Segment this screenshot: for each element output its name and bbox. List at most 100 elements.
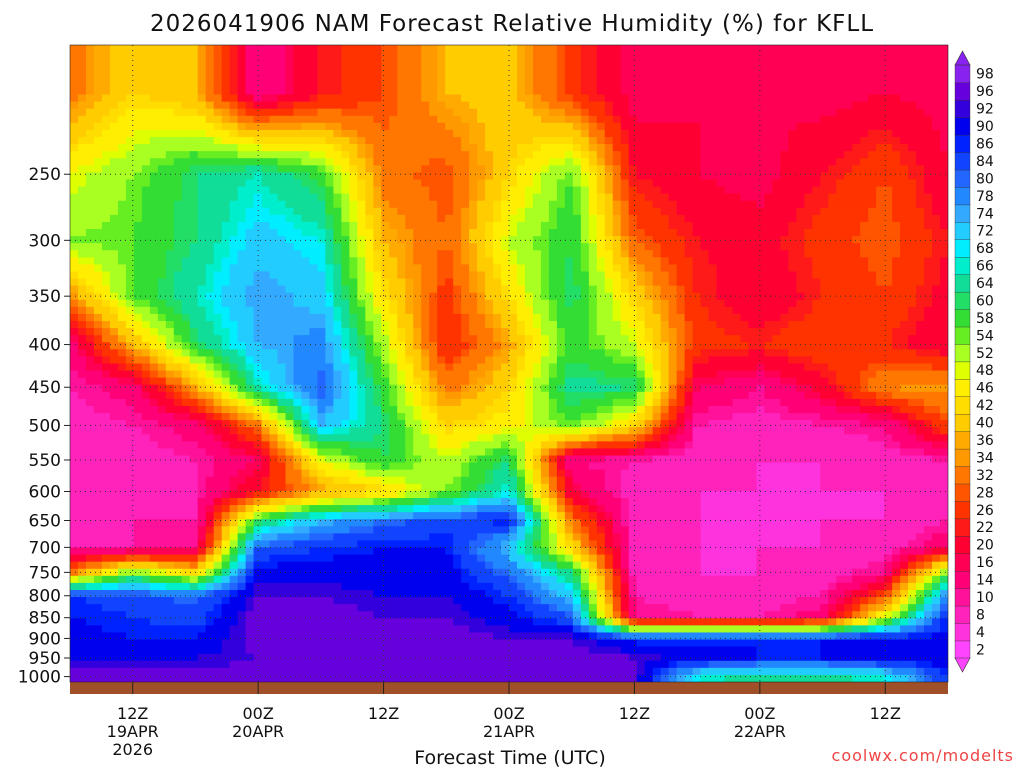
- heatmap-cell: [572, 321, 582, 329]
- heatmap-cell: [109, 236, 119, 244]
- heatmap-cell: [317, 342, 327, 350]
- heatmap-cell: [221, 264, 231, 273]
- heatmap-cell: [85, 264, 95, 273]
- heatmap-cell: [780, 349, 789, 358]
- heatmap-cell: [788, 250, 797, 258]
- heatmap-cell: [141, 236, 151, 244]
- heatmap-cell: [285, 151, 295, 159]
- heatmap-cell: [261, 137, 271, 145]
- heatmap-cell: [860, 137, 869, 145]
- heatmap-cell: [125, 172, 135, 181]
- heatmap-cell: [924, 151, 933, 159]
- heatmap-cell: [668, 243, 678, 251]
- heatmap-cell: [189, 59, 199, 67]
- heatmap-cell: [429, 236, 438, 244]
- heatmap-cell: [117, 243, 127, 251]
- heatmap-cell: [676, 158, 686, 166]
- heatmap-cell: [445, 108, 454, 117]
- heatmap-cell: [604, 349, 614, 358]
- heatmap-cell: [924, 264, 933, 273]
- heatmap-cell: [509, 115, 518, 124]
- heatmap-cell: [165, 250, 175, 258]
- heatmap-cell: [405, 363, 414, 372]
- heatmap-cell: [724, 115, 734, 124]
- heatmap-cell: [756, 165, 766, 173]
- heatmap-cell: [245, 292, 255, 301]
- heatmap-cell: [716, 87, 726, 96]
- heatmap-cell: [876, 278, 885, 287]
- heatmap-cell: [293, 137, 303, 145]
- heatmap-cell: [389, 165, 398, 173]
- heatmap-cell: [668, 101, 678, 110]
- heatmap-cell: [780, 59, 789, 67]
- heatmap-cell: [668, 129, 678, 138]
- heatmap-cell: [852, 94, 861, 103]
- heatmap-cell: [421, 335, 430, 343]
- heatmap-cell: [485, 165, 494, 173]
- heatmap-cell: [277, 271, 287, 280]
- heatmap-cell: [852, 328, 861, 336]
- heatmap-cell: [389, 292, 398, 301]
- heatmap-cell: [221, 158, 231, 166]
- heatmap-cell: [684, 87, 694, 96]
- heatmap-cell: [341, 363, 350, 372]
- heatmap-cell: [133, 221, 143, 230]
- heatmap-cell: [700, 165, 710, 173]
- heatmap-cell: [532, 356, 542, 365]
- heatmap-cell: [85, 321, 95, 329]
- heatmap-cell: [101, 306, 111, 315]
- heatmap-cell: [221, 214, 231, 223]
- heatmap-cell: [269, 335, 279, 343]
- heatmap-cell: [405, 101, 414, 110]
- heatmap-cell: [469, 200, 478, 209]
- heatmap-cell: [413, 243, 422, 251]
- heatmap-cell: [596, 122, 606, 131]
- heatmap-cell: [812, 101, 821, 110]
- heatmap-cell: [660, 108, 670, 117]
- heatmap-cell: [556, 313, 566, 322]
- heatmap-cell: [644, 214, 654, 223]
- heatmap-cell: [556, 292, 566, 301]
- heatmap-cell: [461, 257, 470, 266]
- heatmap-cell: [133, 87, 143, 96]
- heatmap-cell: [213, 94, 223, 103]
- heatmap-cell: [101, 193, 111, 202]
- heatmap-cell: [341, 278, 350, 287]
- heatmap-cell: [101, 73, 111, 81]
- heatmap-cell: [524, 66, 534, 74]
- heatmap-cell: [732, 87, 742, 96]
- heatmap-cell: [684, 214, 694, 223]
- heatmap-cell: [812, 299, 821, 308]
- heatmap-cell: [469, 328, 478, 336]
- heatmap-cell: [141, 229, 151, 237]
- heatmap-cell: [660, 328, 670, 336]
- heatmap-cell: [101, 250, 111, 258]
- heatmap-cell: [70, 52, 79, 60]
- heatmap-cell: [884, 292, 893, 301]
- heatmap-cell: [413, 87, 422, 96]
- heatmap-cell: [70, 250, 79, 258]
- heatmap-cell: [900, 115, 909, 124]
- heatmap-cell: [676, 229, 686, 237]
- heatmap-cell: [125, 193, 135, 202]
- heatmap-cell: [293, 264, 303, 273]
- heatmap-cell: [940, 292, 948, 301]
- heatmap-cell: [604, 137, 614, 145]
- heatmap-cell: [604, 59, 614, 67]
- heatmap-cell: [477, 299, 486, 308]
- heatmap-cell: [820, 243, 829, 251]
- heatmap-cell: [509, 108, 518, 117]
- heatmap-cell: [580, 80, 590, 89]
- heatmap-cell: [245, 193, 255, 202]
- heatmap-cell: [524, 129, 534, 138]
- heatmap-cell: [828, 328, 837, 336]
- heatmap-cell: [269, 144, 279, 152]
- heatmap-cell: [636, 229, 646, 237]
- heatmap-cell: [628, 342, 638, 350]
- heatmap-cell: [317, 94, 327, 103]
- heatmap-cell: [77, 243, 87, 251]
- heatmap-cell: [229, 313, 239, 322]
- heatmap-cell: [509, 129, 518, 138]
- heatmap-cell: [572, 207, 582, 216]
- heatmap-cell: [676, 342, 686, 350]
